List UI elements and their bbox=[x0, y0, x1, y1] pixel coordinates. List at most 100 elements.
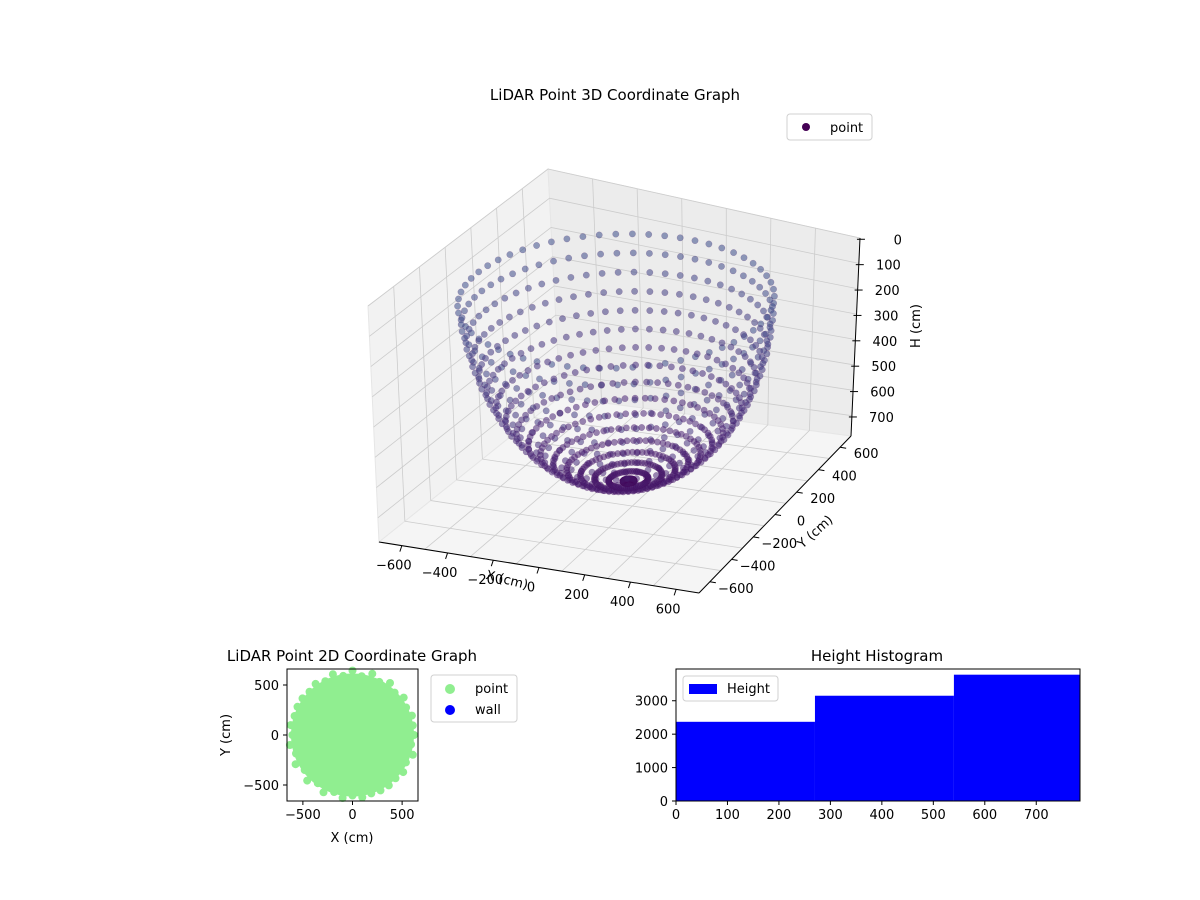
point-3d bbox=[630, 424, 638, 432]
point-3d bbox=[667, 363, 675, 371]
point-3d bbox=[539, 391, 547, 399]
point-3d bbox=[621, 395, 629, 403]
x-axis-label-2d: X (cm) bbox=[331, 831, 374, 846]
point-3d bbox=[692, 420, 699, 428]
point-3d bbox=[478, 385, 486, 393]
point-3d bbox=[767, 278, 775, 286]
backwall-grid-x bbox=[636, 188, 644, 409]
point-3d bbox=[730, 249, 738, 257]
point-3d bbox=[552, 276, 560, 284]
point-3d bbox=[701, 388, 709, 396]
point-3d bbox=[712, 317, 719, 325]
y-tick-label-2d: 0 bbox=[271, 729, 279, 744]
z-tick-label-3d: 500 bbox=[871, 360, 896, 375]
point-2d bbox=[376, 786, 385, 795]
point-3d bbox=[704, 277, 712, 285]
point-3d bbox=[601, 308, 609, 316]
y-tick-label-3d: 0 bbox=[797, 515, 805, 530]
x-tick-label-3d: 200 bbox=[564, 588, 589, 603]
point-3d bbox=[600, 427, 608, 435]
point-3d bbox=[665, 412, 673, 420]
point-3d bbox=[651, 395, 659, 403]
y-tick-label-3d: 200 bbox=[810, 492, 835, 507]
point-3d bbox=[604, 412, 612, 420]
point-3d bbox=[677, 389, 685, 397]
point-3d bbox=[521, 327, 529, 334]
point-3d bbox=[550, 375, 558, 383]
point-3d bbox=[598, 269, 606, 277]
point-3d bbox=[694, 403, 702, 411]
point-3d bbox=[675, 290, 683, 298]
point-3d bbox=[563, 362, 571, 370]
point-2d bbox=[384, 781, 393, 790]
point-3d bbox=[494, 365, 502, 373]
point-3d bbox=[581, 252, 588, 260]
point-3d bbox=[563, 235, 571, 243]
point-3d bbox=[532, 383, 540, 391]
point-3d bbox=[623, 437, 631, 445]
point-3d bbox=[572, 403, 580, 411]
lidar-3d-title: LiDAR Point 3D Coordinate Graph bbox=[490, 86, 740, 104]
x-tick-label-histogram: 400 bbox=[869, 808, 894, 823]
point-2d bbox=[390, 688, 399, 697]
z-tick-label-3d: 0 bbox=[894, 233, 902, 248]
point-3d bbox=[615, 425, 623, 433]
point-3d bbox=[677, 253, 684, 261]
point-3d bbox=[703, 396, 711, 404]
point-3d bbox=[609, 450, 617, 458]
point-3d bbox=[670, 397, 678, 405]
legend-2d-point-marker bbox=[445, 684, 455, 694]
point-3d bbox=[746, 358, 754, 366]
z-tick-label-3d: 400 bbox=[872, 335, 897, 350]
point-3d bbox=[759, 359, 767, 367]
y-tick-3d bbox=[731, 558, 738, 561]
point-3d bbox=[508, 354, 516, 362]
y-tick-label-3d: −200 bbox=[761, 537, 797, 552]
x-tick-label-3d: −400 bbox=[422, 566, 458, 581]
point-3d bbox=[729, 267, 737, 275]
point-3d bbox=[550, 337, 558, 344]
point-3d bbox=[645, 231, 653, 238]
legend-3d-marker bbox=[802, 123, 810, 131]
point-3d bbox=[468, 356, 476, 364]
point-3d bbox=[705, 365, 713, 373]
point-3d bbox=[511, 331, 519, 339]
point-3d bbox=[622, 424, 630, 432]
y-tick-label-3d: 600 bbox=[854, 447, 879, 462]
point-3d bbox=[527, 407, 535, 415]
point-3d bbox=[757, 265, 765, 273]
backwall-grid-x bbox=[809, 228, 816, 431]
point-3d bbox=[693, 386, 701, 394]
point-3d bbox=[475, 337, 483, 345]
point-3d bbox=[752, 341, 760, 349]
point-cloud-3d bbox=[454, 230, 778, 496]
point-3d bbox=[709, 419, 717, 427]
point-3d bbox=[708, 335, 716, 343]
point-3d bbox=[645, 249, 653, 257]
point-3d bbox=[487, 324, 495, 332]
point-3d bbox=[741, 353, 749, 361]
point-3d bbox=[617, 460, 625, 467]
point-2d bbox=[298, 694, 307, 703]
x-tick-label-2d: −500 bbox=[285, 808, 321, 823]
point-3d bbox=[763, 337, 771, 345]
point-2d bbox=[391, 774, 400, 783]
point-3d bbox=[536, 375, 543, 383]
point-3d bbox=[623, 475, 631, 483]
point-3d bbox=[645, 325, 653, 333]
point-3d bbox=[702, 296, 710, 304]
point-3d bbox=[645, 424, 653, 432]
y-tick-label-histogram: 3000 bbox=[635, 695, 668, 710]
x-tick-3d bbox=[673, 589, 677, 596]
point-3d bbox=[697, 332, 705, 340]
point-3d bbox=[469, 319, 477, 327]
point-3d bbox=[538, 340, 546, 348]
point-3d bbox=[593, 429, 600, 437]
x-tick-3d bbox=[582, 574, 586, 581]
point-3d bbox=[524, 284, 532, 292]
point-3d bbox=[756, 337, 764, 345]
x-tick-label-3d: 400 bbox=[610, 595, 635, 610]
point-3d bbox=[700, 406, 708, 414]
point-3d bbox=[686, 417, 694, 425]
point-3d bbox=[518, 416, 526, 424]
